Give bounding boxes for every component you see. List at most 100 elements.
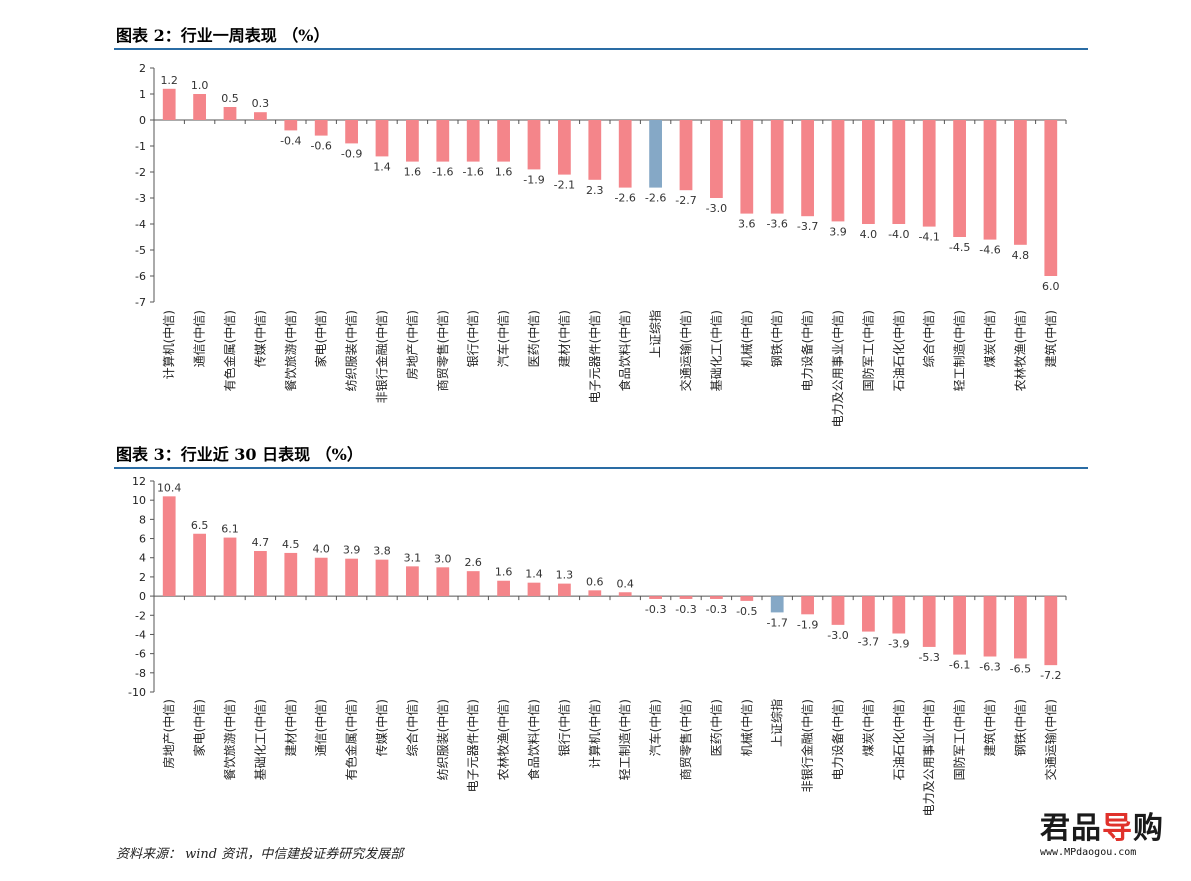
data-label: -4.6 bbox=[979, 244, 1000, 257]
data-label: -4.1 bbox=[918, 231, 939, 244]
category-label: 通信(中信) bbox=[313, 699, 328, 756]
data-label: -6.5 bbox=[1010, 662, 1031, 675]
bar bbox=[801, 120, 814, 217]
bar bbox=[406, 566, 419, 597]
data-label: -3.7 bbox=[858, 636, 879, 649]
bar bbox=[436, 120, 450, 162]
bar bbox=[862, 120, 875, 224]
bar bbox=[193, 94, 206, 120]
bar bbox=[284, 120, 298, 131]
data-label: -3.9 bbox=[888, 637, 909, 650]
category-label: 国防军工(中信) bbox=[860, 310, 875, 391]
data-label: 3.8 bbox=[373, 545, 391, 558]
data-label: 2.6 bbox=[464, 556, 482, 569]
data-label: -3.6 bbox=[766, 218, 787, 231]
bar bbox=[162, 88, 176, 120]
data-label: -1.6 bbox=[462, 166, 483, 179]
data-label: -0.9 bbox=[341, 147, 362, 160]
y-tick-label: -2 bbox=[135, 166, 146, 179]
category-label: 上证综指 bbox=[769, 699, 784, 747]
category-label: 房地产(中信) bbox=[161, 699, 176, 768]
data-label: -0.6 bbox=[310, 140, 331, 153]
category-label: 建筑(中信) bbox=[982, 699, 997, 756]
data-label: 1.4 bbox=[525, 568, 543, 581]
bar bbox=[345, 120, 358, 144]
category-label: 汽车(中信) bbox=[648, 699, 663, 756]
data-label: -6.1 bbox=[949, 659, 970, 672]
bar bbox=[922, 596, 936, 647]
bar bbox=[831, 596, 845, 625]
data-label: 0.6 bbox=[586, 575, 604, 588]
category-label: 综合(中信) bbox=[921, 310, 936, 367]
data-label: 3.9 bbox=[829, 225, 847, 238]
chart2-heading: 图表 3：行业近 30 日表现 （%） bbox=[116, 445, 363, 464]
category-label: 有色金属(中信) bbox=[344, 699, 359, 780]
data-label: -0.3 bbox=[675, 603, 696, 616]
bar bbox=[466, 120, 480, 162]
category-label: 石油石化(中信) bbox=[891, 310, 906, 391]
category-label: 银行(中信) bbox=[556, 699, 571, 756]
data-label: -2.7 bbox=[675, 194, 696, 207]
category-label: 煤炭(中信) bbox=[982, 310, 997, 367]
data-label: 4.0 bbox=[312, 543, 330, 556]
category-label: 交通运输(中信) bbox=[678, 310, 693, 391]
category-label: 纺织服装(中信) bbox=[435, 699, 450, 780]
data-label: 2.3 bbox=[586, 184, 604, 197]
chart2-rule bbox=[114, 467, 1088, 469]
logo-mark: 君品导购 bbox=[1040, 811, 1164, 846]
bar bbox=[162, 496, 176, 597]
y-tick-label: 1 bbox=[139, 88, 146, 101]
data-label: 1.0 bbox=[191, 79, 209, 92]
site-logo[interactable]: 君品导购 www.MPdaogou.com bbox=[1040, 812, 1175, 862]
data-label: 4.8 bbox=[1012, 249, 1030, 262]
data-label: 3.9 bbox=[343, 544, 361, 557]
category-label: 电力设备(中信) bbox=[830, 699, 845, 780]
category-label: 食品饮料(中信) bbox=[617, 310, 632, 391]
bar bbox=[831, 120, 845, 222]
y-tick-label: -2 bbox=[135, 609, 146, 622]
y-tick-label: 0 bbox=[139, 590, 146, 603]
bar bbox=[1014, 120, 1027, 245]
y-tick-label: 2 bbox=[139, 62, 146, 75]
y-tick-label: 6 bbox=[139, 533, 146, 546]
bar bbox=[1044, 596, 1058, 666]
bar bbox=[527, 120, 541, 170]
bar bbox=[618, 120, 632, 188]
y-tick-label: -5 bbox=[135, 244, 146, 257]
category-label: 计算机(中信) bbox=[587, 699, 602, 768]
bar bbox=[345, 558, 358, 597]
y-tick-label: -8 bbox=[135, 667, 146, 680]
source-note: 资料来源： wind 资讯，中信建投证券研究发展部 bbox=[116, 847, 404, 862]
category-label: 综合(中信) bbox=[404, 699, 419, 756]
bar bbox=[801, 596, 814, 615]
data-label: -2.1 bbox=[554, 179, 575, 192]
data-label: -1.9 bbox=[523, 173, 544, 186]
category-label: 建材(中信) bbox=[556, 310, 571, 367]
data-label: -3.7 bbox=[797, 220, 818, 233]
category-label: 食品饮料(中信) bbox=[526, 699, 541, 780]
category-label: 建材(中信) bbox=[283, 699, 298, 756]
data-label: -2.6 bbox=[645, 192, 666, 205]
bar bbox=[710, 596, 723, 599]
category-label: 非银行金融(中信) bbox=[800, 699, 815, 792]
data-label: 3.1 bbox=[404, 551, 422, 564]
bar bbox=[588, 590, 602, 597]
category-label: 农林牧渔(中信) bbox=[1012, 310, 1027, 391]
bar bbox=[223, 107, 237, 120]
bar bbox=[223, 537, 237, 597]
logo-url: www.MPdaogou.com bbox=[1040, 847, 1137, 858]
bar bbox=[649, 120, 662, 188]
data-label: 4.0 bbox=[860, 228, 878, 241]
chart1-heading: 图表 2：行业一周表现 （%） bbox=[116, 26, 330, 45]
data-label: 3.0 bbox=[434, 552, 452, 565]
data-label: -6.3 bbox=[979, 661, 1000, 674]
chart1-rule bbox=[114, 48, 1088, 50]
bar bbox=[983, 120, 997, 240]
y-tick-label: -1 bbox=[135, 140, 146, 153]
bar bbox=[770, 596, 784, 613]
data-label: 6.0 bbox=[1042, 280, 1060, 293]
data-label: -3.0 bbox=[706, 202, 727, 215]
data-label: 4.7 bbox=[252, 536, 270, 549]
bar bbox=[710, 120, 723, 198]
bar bbox=[284, 552, 298, 597]
